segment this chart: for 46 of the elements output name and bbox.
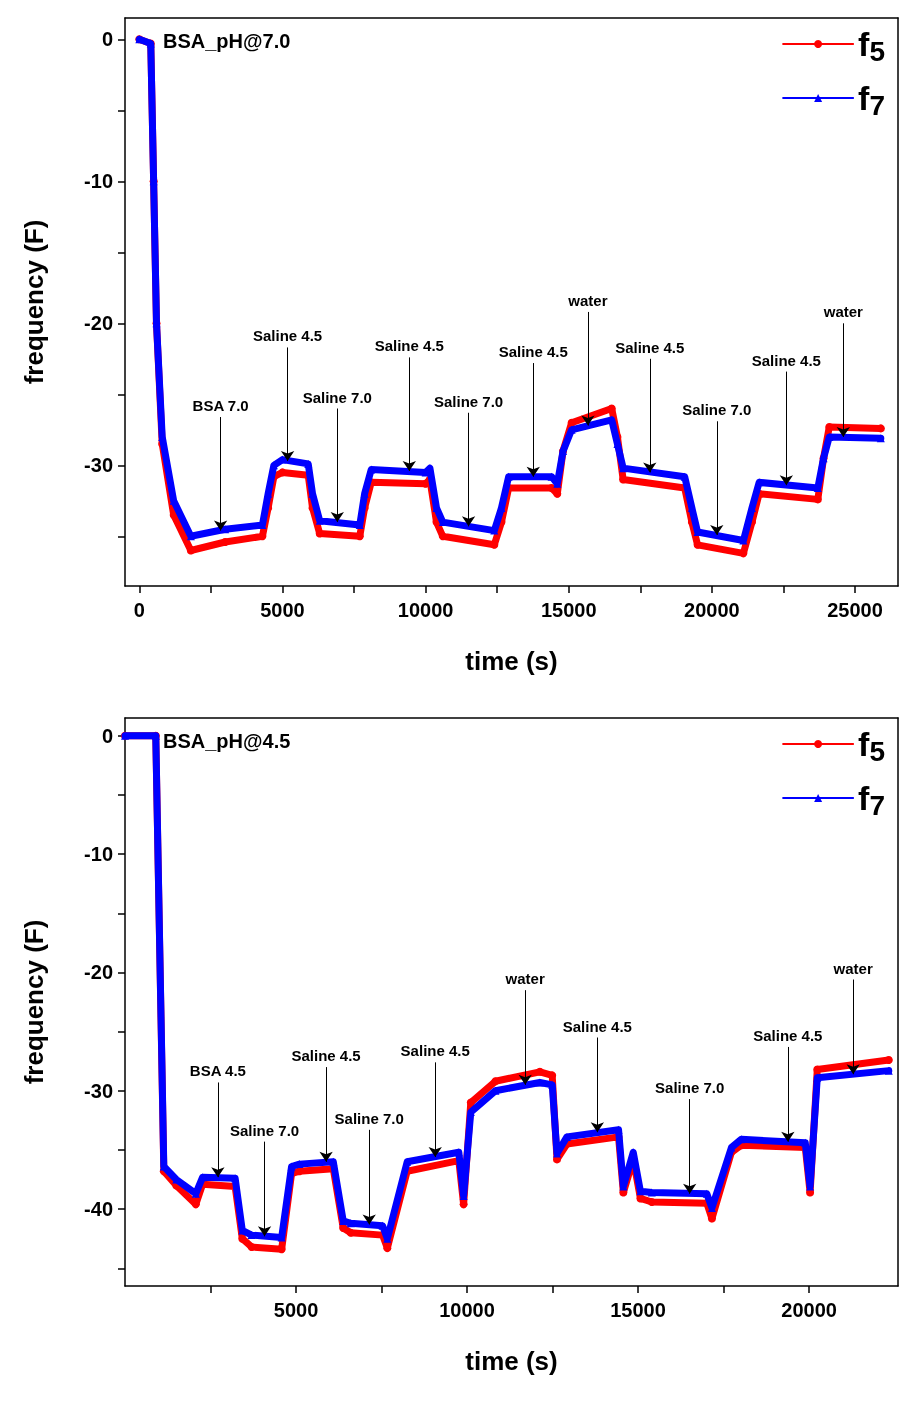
annotation: water <box>822 303 864 321</box>
y-tick-label: -10 <box>84 843 113 866</box>
annotation: BSA 4.5 <box>189 1062 246 1080</box>
annotation: Saline 4.5 <box>615 338 685 356</box>
annotation: water <box>504 970 545 988</box>
y-tick-label: -30 <box>84 454 113 477</box>
annotation: Saline 7.0 <box>655 1079 725 1097</box>
x-tick-label: 20000 <box>781 1299 837 1321</box>
y-tick-label: -20 <box>84 312 113 335</box>
annotation: water <box>567 291 608 309</box>
y-tick-label: 0 <box>101 724 113 747</box>
x-tick-label: 15000 <box>610 1299 666 1321</box>
x-tick-label: 0 <box>133 599 145 621</box>
x-tick-label: 5000 <box>260 599 305 621</box>
text: BSA_pH@7.0 <box>163 30 291 52</box>
annotation: Saline 4.5 <box>374 337 444 355</box>
x-axis-title: time (s) <box>465 1346 558 1376</box>
y-tick-label: -20 <box>84 961 113 984</box>
x-tick-label: 25000 <box>827 599 883 621</box>
y-tick-label: -10 <box>84 170 113 193</box>
x-tick-label: 15000 <box>540 599 597 621</box>
x-tick-label: 5000 <box>273 1299 319 1321</box>
annotation: Saline 7.0 <box>682 401 752 419</box>
annotation: Saline 4.5 <box>498 343 568 361</box>
annotation: Saline 4.5 <box>291 1047 361 1065</box>
annotation: BSA 7.0 <box>192 397 249 415</box>
y-axis-title: frequency (F) <box>19 219 49 385</box>
y-tick-label: -40 <box>84 1198 113 1221</box>
x-tick-label: 10000 <box>397 599 454 621</box>
x-axis-title: time (s) <box>465 646 558 676</box>
annotation: Saline 4.5 <box>253 327 323 345</box>
x-tick-label: 20000 <box>684 599 740 621</box>
text: BSA_pH@4.5 <box>163 730 291 752</box>
annotation: Saline 7.0 <box>302 388 372 406</box>
annotation: Saline 7.0 <box>334 1109 404 1127</box>
annotation: Saline 4.5 <box>562 1017 632 1035</box>
y-tick-label: -30 <box>84 1079 113 1102</box>
annotation: Saline 4.5 <box>753 1026 823 1044</box>
y-tick-label: 0 <box>101 28 113 51</box>
annotation: Saline 7.0 <box>229 1121 300 1139</box>
annotation: Saline 7.0 <box>433 392 504 410</box>
y-axis-title: frequency (F) <box>19 919 49 1085</box>
annotation: Saline 4.5 <box>751 351 821 369</box>
x-tick-label: 10000 <box>439 1299 495 1321</box>
annotation: water <box>832 959 873 977</box>
annotation: Saline 4.5 <box>400 1042 470 1060</box>
